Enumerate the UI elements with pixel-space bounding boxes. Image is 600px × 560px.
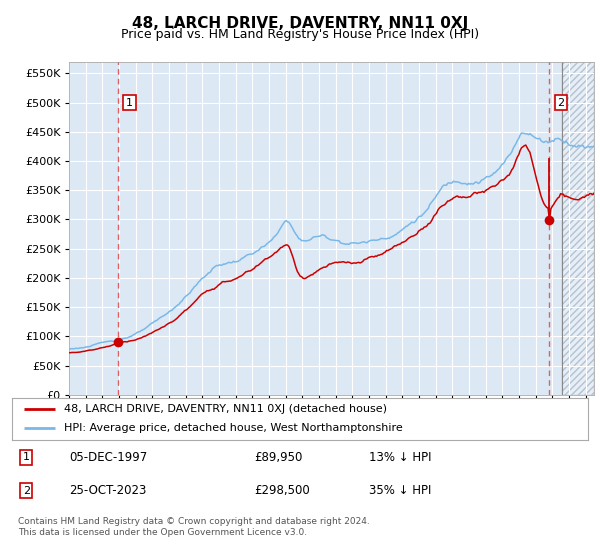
Text: 1: 1 (23, 452, 30, 462)
Text: 1: 1 (126, 97, 133, 108)
Bar (562, 62, 594, 395)
Text: 25-OCT-2023: 25-OCT-2023 (70, 484, 147, 497)
Text: 05-DEC-1997: 05-DEC-1997 (70, 451, 148, 464)
Text: 2: 2 (557, 97, 565, 108)
Text: 35% ↓ HPI: 35% ↓ HPI (369, 484, 431, 497)
Text: £298,500: £298,500 (254, 484, 310, 497)
Text: This data is licensed under the Open Government Licence v3.0.: This data is licensed under the Open Gov… (18, 528, 307, 537)
Text: Price paid vs. HM Land Registry's House Price Index (HPI): Price paid vs. HM Land Registry's House … (121, 28, 479, 41)
Text: 2: 2 (23, 486, 30, 496)
Text: £89,950: £89,950 (254, 451, 302, 464)
Text: HPI: Average price, detached house, West Northamptonshire: HPI: Average price, detached house, West… (64, 423, 403, 433)
Text: Contains HM Land Registry data © Crown copyright and database right 2024.: Contains HM Land Registry data © Crown c… (18, 517, 370, 526)
Text: 13% ↓ HPI: 13% ↓ HPI (369, 451, 431, 464)
Text: 48, LARCH DRIVE, DAVENTRY, NN11 0XJ: 48, LARCH DRIVE, DAVENTRY, NN11 0XJ (132, 16, 468, 31)
Bar (562, 62, 594, 395)
Text: 48, LARCH DRIVE, DAVENTRY, NN11 0XJ (detached house): 48, LARCH DRIVE, DAVENTRY, NN11 0XJ (det… (64, 404, 387, 414)
